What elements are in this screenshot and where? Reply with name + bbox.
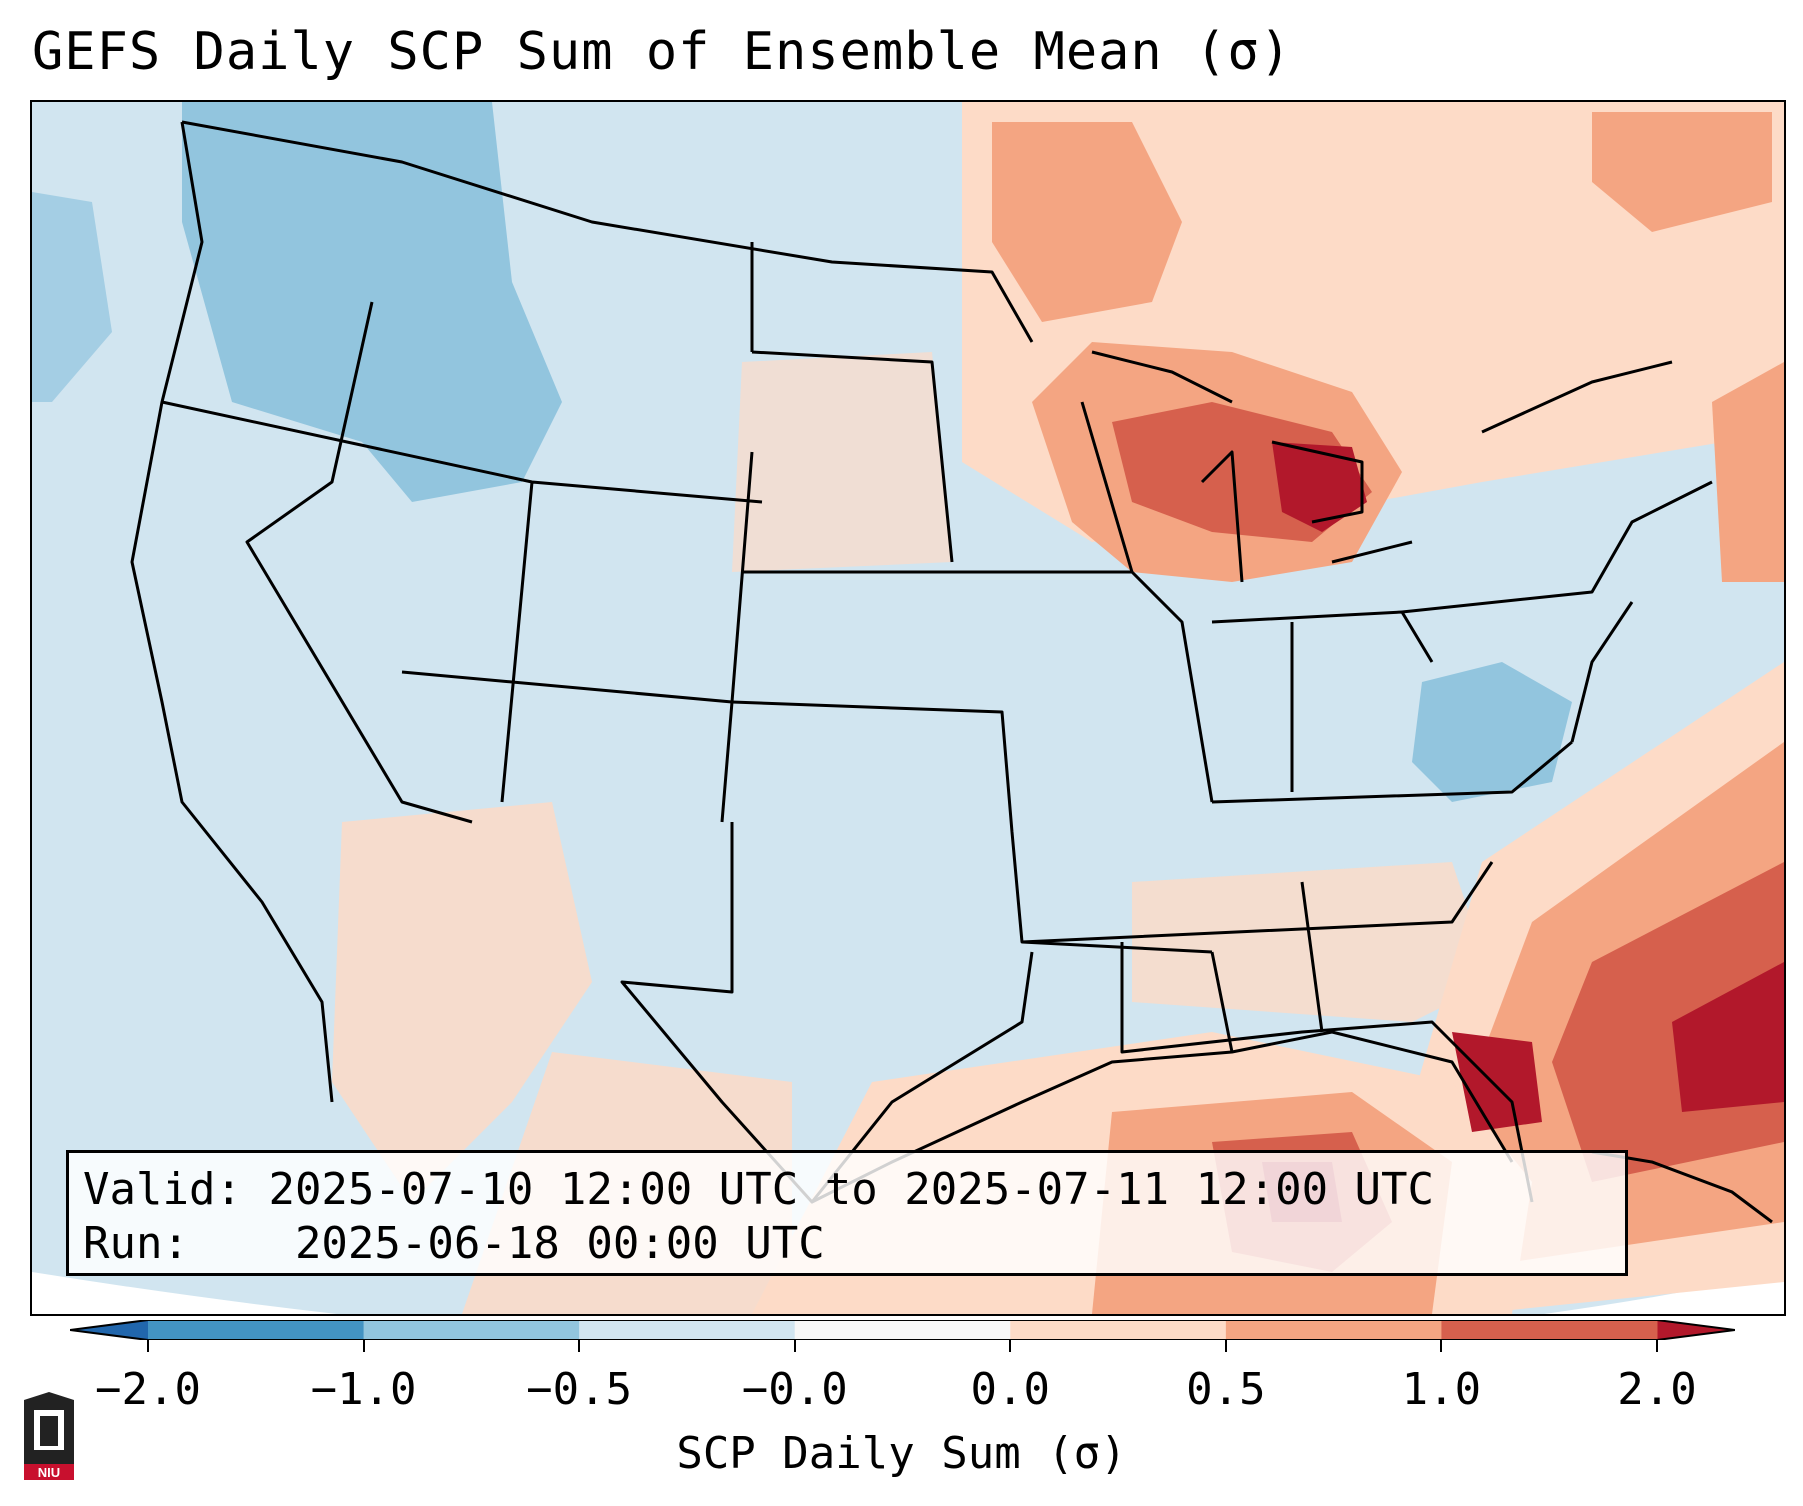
anomaly-southwest	[332, 802, 592, 1202]
anomaly-lake-huron	[1272, 442, 1367, 532]
map-panel	[30, 100, 1786, 1316]
colorbar-tick	[1224, 1340, 1227, 1352]
colorbar-tick	[1009, 1340, 1012, 1352]
colorbar-tick-label: 0.5	[1186, 1364, 1266, 1415]
anomaly-pacific	[32, 192, 112, 402]
colorbar-segment	[1225, 1320, 1442, 1340]
anomaly-new-england	[1712, 362, 1784, 582]
colorbar-extend-low	[70, 1320, 148, 1340]
colorbar-label: SCP Daily Sum (σ)	[676, 1428, 1127, 1479]
valid-value: 2025-07-10 12:00 UTC to 2025-07-11 12:00…	[268, 1164, 1435, 1215]
valid-time-box: Valid: 2025-07-10 12:00 UTC to 2025-07-1…	[66, 1150, 1628, 1276]
colorbar-segment	[579, 1320, 796, 1340]
colorbar-tick	[362, 1340, 365, 1352]
anomaly-plains-north	[732, 352, 952, 572]
valid-line: Valid: 2025-07-10 12:00 UTC to 2025-07-1…	[83, 1163, 1625, 1217]
colorbar-tick-label: 2.0	[1617, 1364, 1697, 1415]
great-lakes	[1091, 350, 1413, 583]
anomaly-canada-mid	[992, 122, 1182, 322]
run-label: Run:	[83, 1218, 189, 1269]
colorbar-tick	[147, 1340, 149, 1352]
run-line: Run: 2025-06-18 00:00 UTC	[83, 1217, 1625, 1271]
colorbar-segment	[1010, 1320, 1227, 1340]
anomaly-florida-strong	[1452, 1032, 1542, 1132]
map-svg	[32, 102, 1784, 1314]
logo-text: NIU	[38, 1465, 60, 1480]
colorbar-segment	[363, 1320, 580, 1340]
colorbar-segment	[1441, 1320, 1658, 1340]
colorbar-segment	[794, 1320, 1011, 1340]
colorbar-tick-label: 1.0	[1401, 1364, 1482, 1415]
colorbar-tick	[578, 1340, 581, 1352]
colorbar-tick-label: −1.0	[310, 1364, 417, 1415]
valid-label: Valid:	[83, 1164, 242, 1215]
northeast	[1401, 360, 1713, 743]
colorbar-tick	[1440, 1340, 1443, 1352]
niu-logo: NIU	[24, 1392, 74, 1480]
colorbar	[70, 1320, 1735, 1340]
map-title: GEFS Daily SCP Sum of Ensemble Mean (σ)	[32, 22, 1292, 82]
colorbar-extend-high	[1657, 1320, 1735, 1340]
anomaly-canada-east	[1592, 112, 1772, 232]
pacific-coast	[130, 121, 334, 1103]
southeast	[1021, 861, 1534, 1203]
plains-states	[731, 242, 1213, 954]
colorbar-tick-label: −0.0	[741, 1364, 848, 1415]
us-canada-border	[181, 120, 1034, 343]
colorbar-tick	[1656, 1340, 1658, 1352]
anomaly-southeast	[1132, 862, 1492, 1022]
boundaries	[130, 120, 1713, 1204]
colorbar-segment	[148, 1320, 365, 1340]
run-value: 2025-06-18 00:00 UTC	[294, 1218, 825, 1269]
colorbar-tick-label: 0.0	[970, 1364, 1051, 1415]
colorbar-tick-label: −2.0	[95, 1364, 201, 1415]
colorbar-tick	[793, 1340, 796, 1352]
anomaly-atlantic-peak	[1672, 962, 1784, 1112]
anomaly-virginia	[1412, 662, 1572, 802]
midwest	[952, 401, 1573, 804]
colorbar-tick-label: −0.5	[526, 1364, 633, 1415]
